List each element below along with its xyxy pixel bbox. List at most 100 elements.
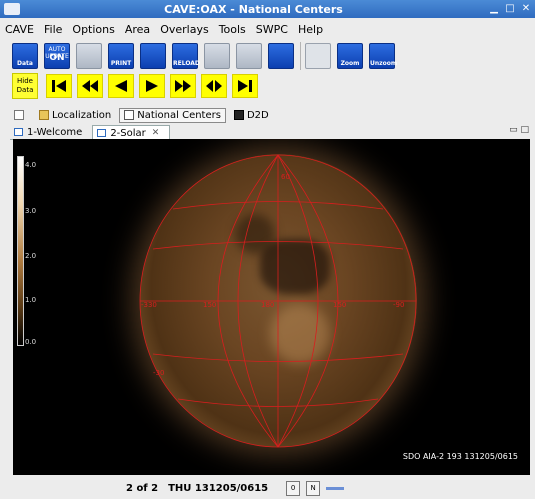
active-region [270,304,330,364]
editor-tabs: 1-Welcome 2-Solar ✕ [10,125,530,140]
grid-label: -90 [393,301,404,309]
close-tab-icon[interactable]: ✕ [151,128,160,138]
zoom-button-label: Zoom [340,60,360,67]
toolbar-separator [300,42,301,70]
national-centers-icon [124,110,135,120]
colorbar-label: 0.0 [25,338,37,346]
reload-button[interactable]: RELOAD [172,43,200,69]
maximize-view-icon[interactable]: □ [520,125,529,135]
play-backward-button[interactable] [108,74,134,98]
play-backward-icon [115,80,127,92]
frame-toolbar: Hide Data [12,73,263,99]
close-icon[interactable]: ✕ [521,3,531,14]
hide-data-line2: Data [16,86,34,94]
hide-data-line1: Hide [17,77,33,85]
window-titlebar: CAVE:OAX - National Centers ▁ □ ✕ [0,0,535,18]
grid-label: 180 [261,301,274,309]
play-forward-button[interactable] [139,74,165,98]
perspective-national-centers-label: National Centers [137,109,221,121]
minimize-icon[interactable]: ▁ [490,3,498,14]
grid-label: 150 [203,301,216,309]
menu-swpc[interactable]: SWPC [255,22,288,36]
grid-label: 60 [281,173,290,181]
tab-solar[interactable]: 2-Solar ✕ [92,125,171,140]
print-button-label: PRINT [110,60,132,67]
step-back-icon [82,80,98,92]
auto-update-state: ON [49,53,65,63]
minimize-view-icon[interactable]: ▭ [509,125,518,135]
auto-update-label: AUTO UPDATE [45,46,69,60]
pan-hand-button[interactable] [140,43,166,69]
frame-counter: 2 of 2 [126,483,159,494]
first-frame-button[interactable] [46,74,72,98]
reload-button-label: RELOAD [173,60,200,67]
unzoom-button-label: Unzoom [370,60,398,67]
step-back-button[interactable] [77,74,103,98]
first-frame-icon [52,80,66,92]
perspective-localization-label: Localization [52,109,112,121]
colorbar-label: 2.0 [25,252,37,260]
layer-tool-icon[interactable] [236,43,262,69]
map-tool-icon[interactable] [204,43,230,69]
grid-label: 150 [333,301,346,309]
perspective-localization[interactable]: Localization [35,109,115,122]
solar-display-canvas[interactable]: 4.0 3.0 2.0 1.0 0.0 60 -30 150 180 150 -… [13,139,530,475]
colorbar-label: 3.0 [25,207,37,215]
window-menu-icon[interactable] [4,3,20,15]
unzoom-button[interactable]: Unzoom [369,43,398,69]
data-button[interactable]: Data [12,43,38,69]
rock-icon [206,80,222,92]
tab-welcome[interactable]: 1-Welcome [10,125,92,139]
frame-time: THU 131205/0615 [168,483,269,494]
menu-tools[interactable]: Tools [218,22,246,36]
frame-slider[interactable] [326,487,345,490]
menu-bar: CAVE File Options Area Overlays Tools SW… [0,19,535,39]
last-frame-button[interactable] [232,74,258,98]
rock-button[interactable] [201,74,227,98]
sweep-icon[interactable] [76,43,102,69]
perspective-d2d[interactable]: D2D [230,109,273,122]
grid-label: -30 [153,369,164,377]
menu-area[interactable]: Area [124,22,151,36]
tab-solar-label: 2-Solar [110,127,146,139]
menu-file[interactable]: File [43,22,63,36]
n-button[interactable]: N [306,481,321,496]
tab-window-controls: ▭ □ [509,125,529,135]
d2d-icon [233,110,244,120]
auto-update-button[interactable]: AUTO UPDATE ON [44,43,70,69]
menu-overlays[interactable]: Overlays [160,22,209,36]
image-info-label: SDO AIA-2 193 131205/0615 [402,452,518,461]
perspective-d2d-label: D2D [246,109,269,121]
fullscreen-icon[interactable] [305,43,331,69]
open-perspective-button[interactable] [10,109,31,121]
menu-cave[interactable]: CAVE [5,22,34,36]
main-toolbar: Data AUTO UPDATE ON PRINT RELOAD Zoom Un… [12,42,401,70]
colorbar-label: 1.0 [25,296,37,304]
hide-data-button[interactable]: Hide Data [12,73,38,99]
open-perspective-icon [14,110,24,120]
data-button-label: Data [17,60,33,67]
cursor-tool-button[interactable] [268,43,294,69]
play-forward-icon [146,80,158,92]
step-forward-button[interactable] [170,74,196,98]
sun-image [140,154,417,447]
coronal-hole [260,239,330,294]
perspective-national-centers[interactable]: National Centers [119,107,226,123]
tab-welcome-icon [14,128,23,136]
zero-button[interactable]: 0 [286,481,301,496]
menu-options[interactable]: Options [72,22,115,36]
perspective-bar: Localization National Centers D2D [10,106,277,124]
step-forward-icon [175,80,191,92]
localization-icon [39,110,49,120]
zoom-button[interactable]: Zoom [337,43,363,69]
colorbar [17,156,24,346]
colorbar-label: 4.0 [25,161,37,169]
last-frame-icon [238,80,252,92]
menu-help[interactable]: Help [297,22,324,36]
tab-solar-icon [97,129,107,137]
maximize-icon[interactable]: □ [505,3,515,14]
tab-welcome-label: 1-Welcome [27,126,83,138]
print-button[interactable]: PRINT [108,43,134,69]
grid-label: -330 [141,301,157,309]
window-title: CAVE:OAX - National Centers [164,2,343,16]
